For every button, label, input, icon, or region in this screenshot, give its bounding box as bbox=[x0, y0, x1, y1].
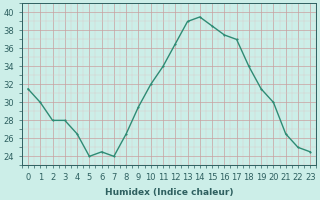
X-axis label: Humidex (Indice chaleur): Humidex (Indice chaleur) bbox=[105, 188, 233, 197]
